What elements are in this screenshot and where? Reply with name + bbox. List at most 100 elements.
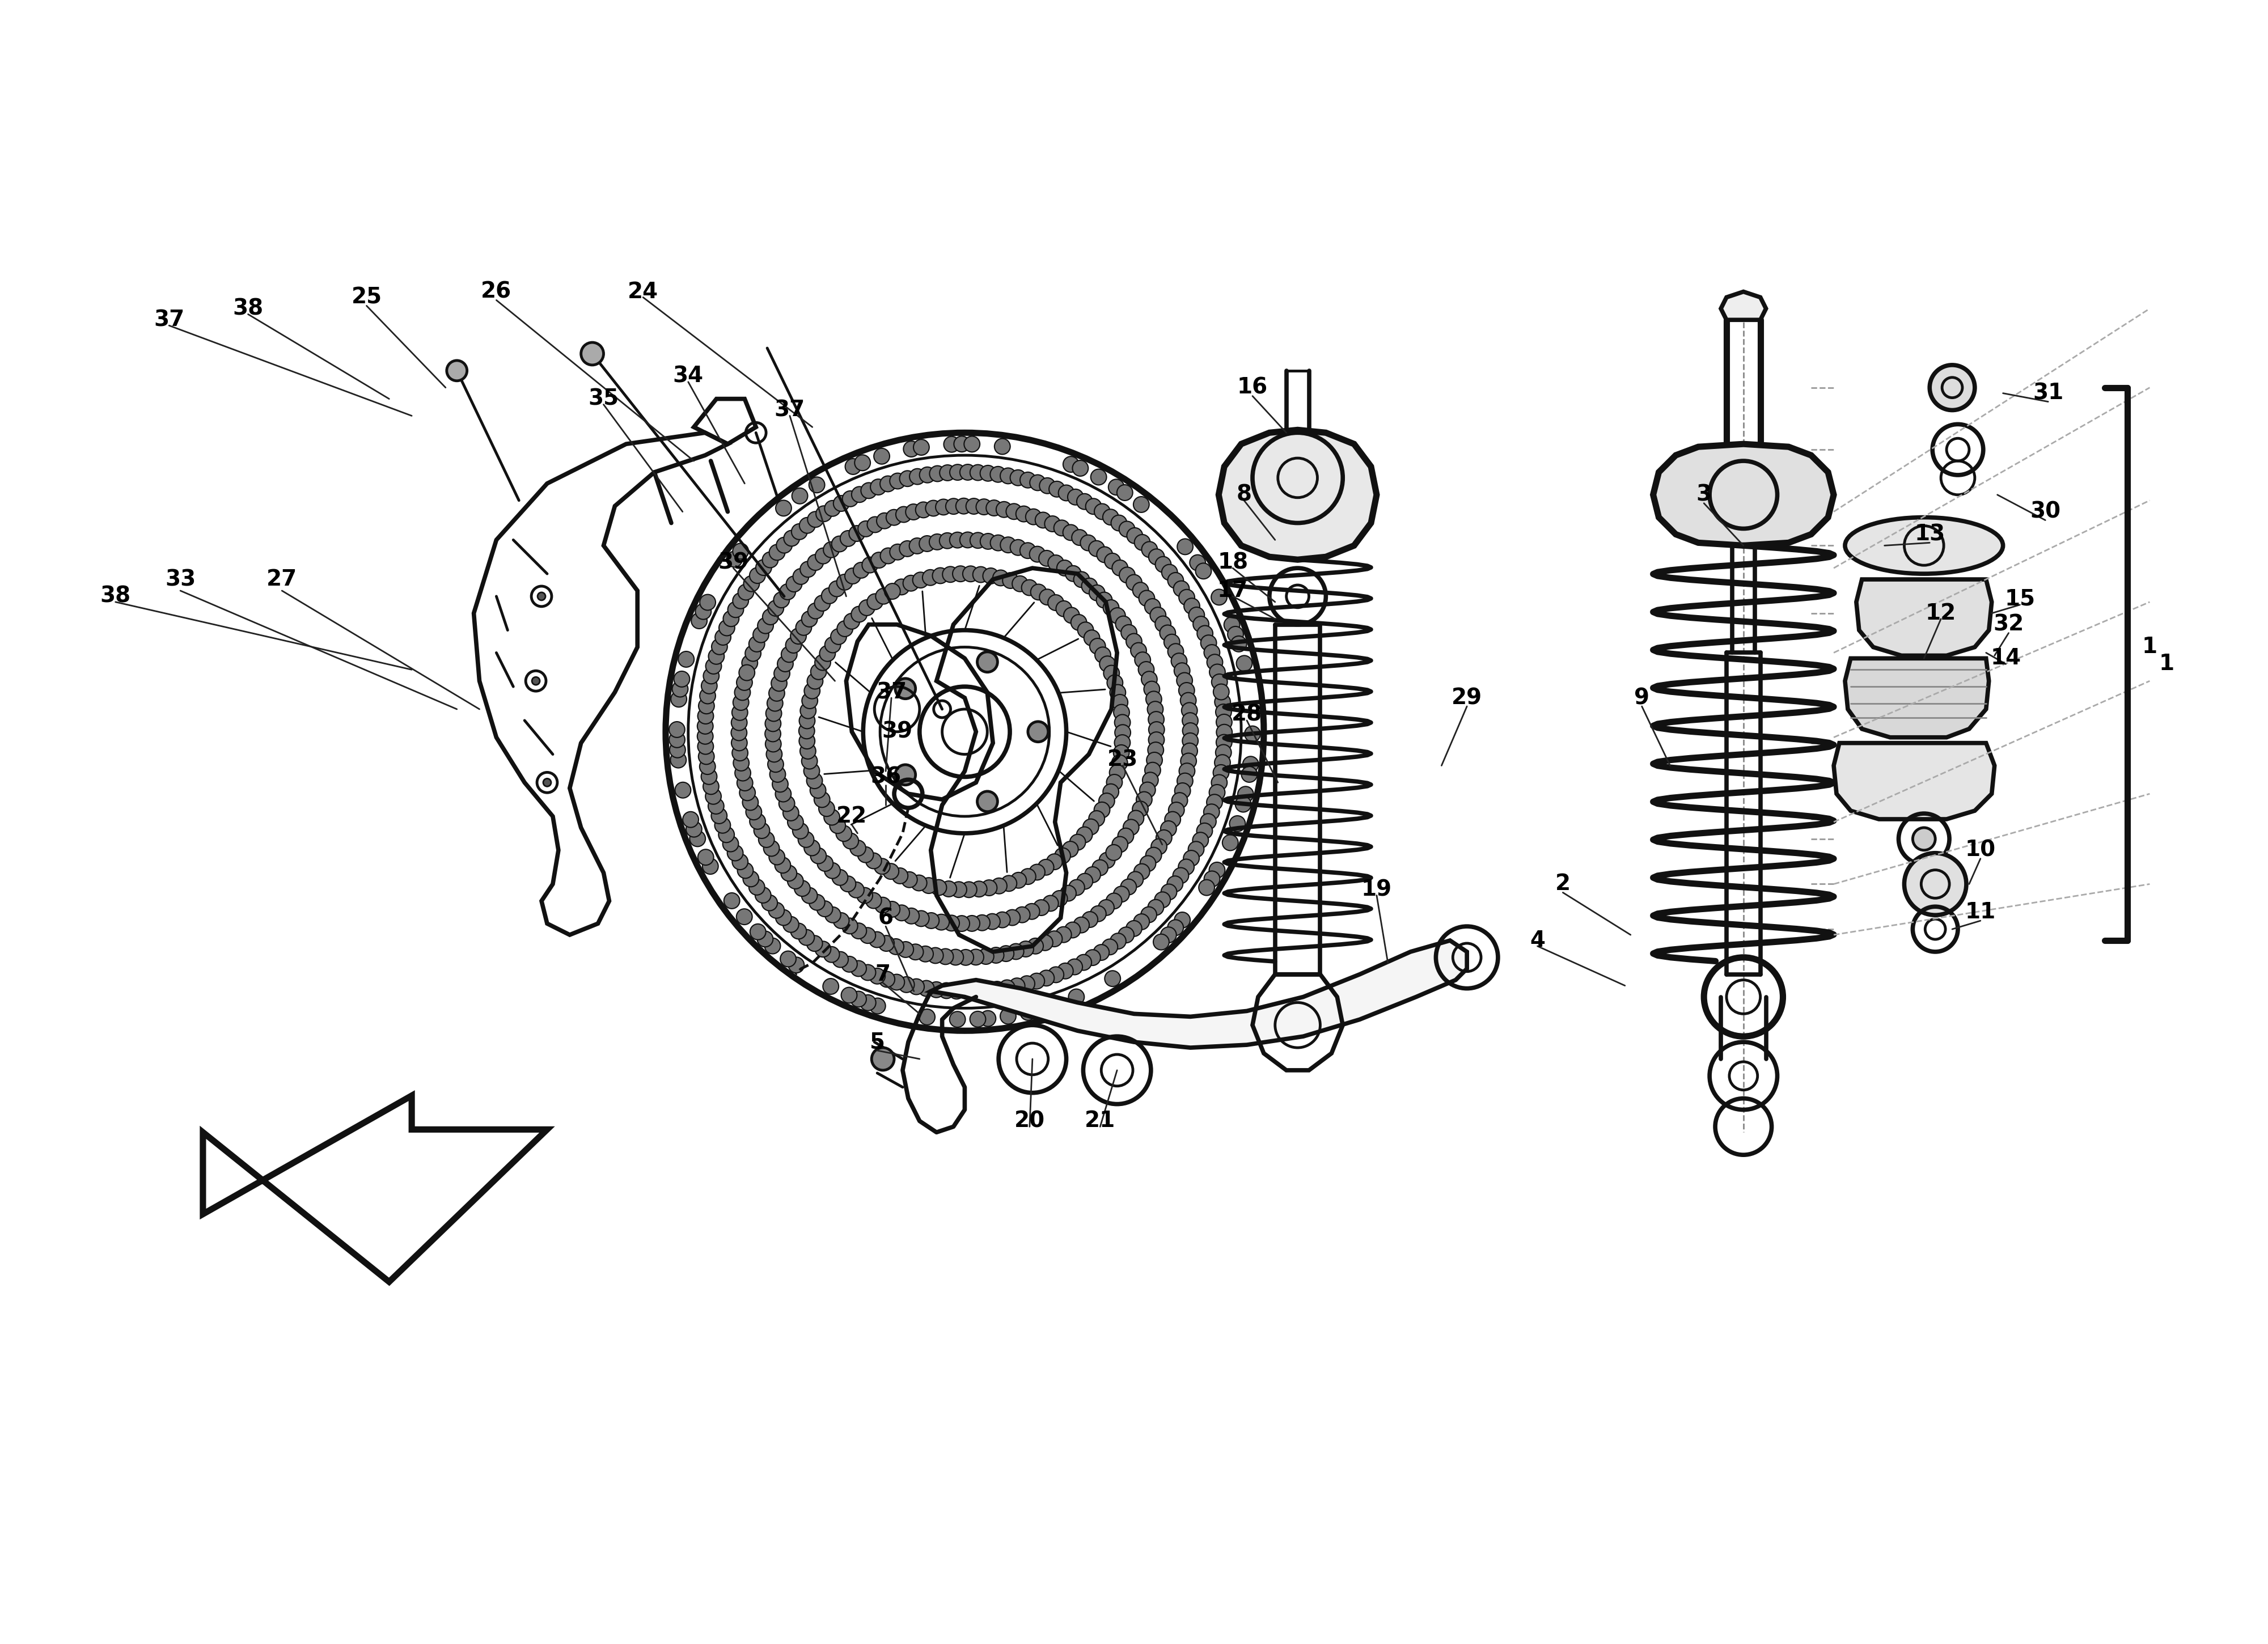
Circle shape: [1100, 852, 1116, 868]
Circle shape: [1086, 498, 1102, 515]
Circle shape: [923, 569, 939, 585]
Circle shape: [962, 566, 978, 582]
Circle shape: [801, 888, 816, 904]
Circle shape: [1009, 539, 1025, 556]
Circle shape: [1114, 886, 1129, 903]
Circle shape: [703, 667, 719, 684]
Circle shape: [955, 436, 971, 452]
Circle shape: [735, 764, 751, 781]
Circle shape: [701, 677, 717, 694]
Circle shape: [866, 516, 882, 533]
Circle shape: [735, 684, 751, 700]
Circle shape: [733, 593, 748, 608]
Circle shape: [1091, 469, 1107, 485]
Circle shape: [1127, 633, 1141, 649]
Circle shape: [880, 547, 896, 564]
Circle shape: [737, 584, 753, 600]
Circle shape: [1046, 516, 1061, 531]
Circle shape: [1198, 824, 1213, 838]
Circle shape: [896, 506, 912, 523]
Circle shape: [671, 681, 687, 697]
Circle shape: [776, 786, 792, 802]
Circle shape: [807, 674, 823, 689]
Circle shape: [701, 595, 717, 610]
Circle shape: [989, 981, 1005, 998]
Circle shape: [699, 699, 714, 713]
Text: 33: 33: [166, 569, 195, 590]
Circle shape: [764, 737, 780, 751]
Circle shape: [1109, 764, 1125, 781]
Circle shape: [819, 801, 835, 817]
Circle shape: [1211, 674, 1227, 690]
Circle shape: [1150, 607, 1166, 623]
Circle shape: [882, 863, 898, 880]
Circle shape: [753, 626, 769, 643]
Circle shape: [819, 646, 835, 661]
Text: 6: 6: [878, 907, 894, 929]
Circle shape: [894, 904, 909, 921]
Circle shape: [1107, 845, 1123, 860]
Circle shape: [1134, 534, 1150, 551]
Circle shape: [1014, 907, 1030, 922]
Circle shape: [798, 832, 814, 847]
Circle shape: [780, 584, 796, 600]
Circle shape: [758, 618, 773, 633]
Circle shape: [803, 692, 819, 709]
Circle shape: [1002, 572, 1018, 589]
Circle shape: [1093, 802, 1109, 817]
Text: 11: 11: [1964, 901, 1996, 922]
Circle shape: [823, 809, 839, 825]
Text: 24: 24: [628, 281, 658, 302]
Circle shape: [746, 646, 762, 661]
Circle shape: [1102, 600, 1118, 615]
Circle shape: [889, 473, 905, 488]
Circle shape: [801, 704, 816, 718]
Circle shape: [737, 909, 753, 924]
Circle shape: [764, 939, 780, 954]
Circle shape: [1222, 835, 1238, 850]
Circle shape: [837, 621, 853, 636]
Circle shape: [860, 995, 875, 1011]
Circle shape: [1075, 955, 1091, 970]
Circle shape: [1154, 557, 1170, 572]
Circle shape: [978, 949, 993, 965]
Circle shape: [814, 595, 830, 612]
Circle shape: [857, 888, 873, 903]
Circle shape: [1084, 866, 1100, 883]
Circle shape: [1027, 722, 1048, 741]
Circle shape: [1182, 753, 1198, 769]
Circle shape: [796, 620, 812, 635]
Circle shape: [1000, 876, 1016, 891]
Circle shape: [1000, 469, 1016, 483]
Circle shape: [1109, 608, 1125, 623]
Circle shape: [948, 983, 964, 1000]
Circle shape: [1175, 663, 1191, 679]
Circle shape: [1148, 732, 1163, 748]
Circle shape: [943, 436, 959, 452]
Circle shape: [998, 945, 1014, 962]
Circle shape: [787, 814, 803, 830]
Circle shape: [1116, 725, 1132, 740]
Circle shape: [930, 465, 946, 482]
Circle shape: [764, 840, 780, 857]
Circle shape: [1111, 694, 1127, 710]
Circle shape: [1177, 672, 1193, 689]
Circle shape: [1209, 861, 1225, 878]
Circle shape: [1073, 572, 1089, 587]
Circle shape: [769, 848, 785, 865]
Circle shape: [1000, 980, 1016, 996]
Circle shape: [826, 500, 841, 516]
Circle shape: [1021, 868, 1036, 884]
Circle shape: [1061, 842, 1077, 857]
Circle shape: [909, 538, 925, 554]
Circle shape: [1143, 681, 1159, 697]
Circle shape: [946, 498, 962, 515]
Text: 38: 38: [234, 298, 263, 319]
Circle shape: [1179, 692, 1195, 709]
Text: 25: 25: [352, 286, 381, 307]
Circle shape: [816, 506, 832, 521]
Circle shape: [699, 709, 714, 723]
Circle shape: [894, 579, 909, 595]
Circle shape: [798, 929, 814, 945]
Circle shape: [1127, 575, 1141, 590]
